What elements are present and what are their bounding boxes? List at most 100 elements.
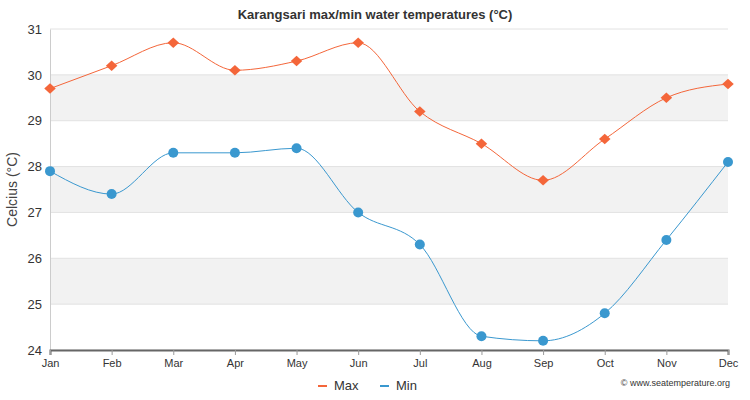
x-tick: Oct [597,350,614,369]
marker [44,83,56,93]
legend-label: Max [334,378,359,393]
x-tick-mark [543,350,544,355]
x-tick-mark [297,350,298,355]
marker [537,175,549,185]
plot-area [44,38,734,346]
marker [230,148,240,158]
x-tick-mark [666,350,667,355]
x-tick-label: May [287,357,308,369]
y-tick: 30 [28,68,50,83]
series-line [50,43,728,181]
x-tick-label: Feb [103,357,122,369]
x-tick-mark [728,350,729,355]
x-tick-label: Oct [597,357,614,369]
x-tick-label: Aug [472,357,492,369]
legend-swatch [380,385,389,387]
y-tick-label: 27 [28,205,42,220]
y-tick: 24 [28,343,50,358]
x-tick-mark [481,350,482,355]
marker [45,166,55,176]
marker [106,60,118,70]
x-tick-label: Jan [42,357,60,369]
x-tick-mark [173,350,174,355]
grid-line [50,304,728,305]
marker [476,138,488,148]
grid-line [50,258,728,259]
y-tick: 31 [28,22,50,37]
marker [661,235,671,245]
chart: 24 25 26 27 28 29 30 31 Jan Feb Mar Apr May Jun Jul Aug… [0,0,750,400]
x-tick: Dec [719,350,739,369]
x-tick-mark [358,350,359,355]
marker [229,65,241,75]
x-tick-label: Jul [413,357,427,369]
x-tick-label: Mar [164,357,183,369]
x-tick-label: Apr [227,357,244,369]
marker [723,157,733,167]
x-tick-mark [50,350,51,355]
x-tick: Jul [413,350,427,369]
y-tick-label: 31 [28,22,42,37]
x-axis: Jan Feb Mar Apr May Jun Jul Aug Sep Oct Nov Dec [42,350,739,369]
y-tick: 25 [28,297,50,312]
y-tick: 26 [28,251,50,266]
grid-band [50,75,728,121]
marker [352,38,364,48]
marker [722,79,734,89]
x-tick-label: Sep [534,357,554,369]
marker [168,148,178,158]
x-tick: May [287,350,308,369]
x-tick-mark [605,350,606,355]
x-tick-label: Jun [350,357,368,369]
marker [292,143,302,153]
x-tick: Jan [42,350,60,369]
y-tick-label: 26 [28,251,42,266]
y-tick: 27 [28,205,50,220]
grid-line [50,29,728,30]
series-line [50,148,728,341]
grid-band [50,258,728,304]
y-axis: 24 25 26 27 28 29 30 31 [28,22,51,358]
grid-band [50,167,728,213]
x-tick-label: Nov [657,357,677,369]
x-tick: Aug [472,350,492,369]
grid-line [50,74,728,75]
legend-label: Min [396,378,417,393]
marker [599,134,611,144]
marker [661,93,673,103]
x-tick: Nov [657,350,677,369]
x-tick-label: Dec [719,357,739,369]
marker [414,106,426,116]
y-tick: 29 [28,113,50,128]
y-axis-title: Celcius (°C) [4,152,20,227]
y-tick-label: 28 [28,159,42,174]
x-tick: Jun [350,350,368,369]
legend: Max Min [318,378,417,393]
marker [353,207,363,217]
source-note: © www.seatemperature.org [621,378,730,388]
marker [538,336,548,346]
marker [476,331,486,341]
grid-line [50,120,728,121]
y-axis-line [50,30,51,351]
x-tick-mark [235,350,236,355]
marker [291,56,303,66]
x-tick: Mar [164,350,183,369]
x-axis-line [51,351,729,356]
marker [107,189,117,199]
x-tick-mark [420,350,421,355]
y-tick-label: 29 [28,113,42,128]
x-tick-mark [112,350,113,355]
y-tick-label: 24 [28,343,42,358]
y-tick-label: 25 [28,297,42,312]
marker [168,38,180,48]
x-tick: Sep [534,350,554,369]
bands [50,75,728,304]
y-tick-label: 30 [28,68,42,83]
gridlines [50,29,728,350]
marker [600,308,610,318]
x-tick: Feb [103,350,122,369]
grid-line [50,212,728,213]
legend-swatch [318,385,327,387]
title: Karangsari max/min water temperatures (°… [238,7,513,22]
